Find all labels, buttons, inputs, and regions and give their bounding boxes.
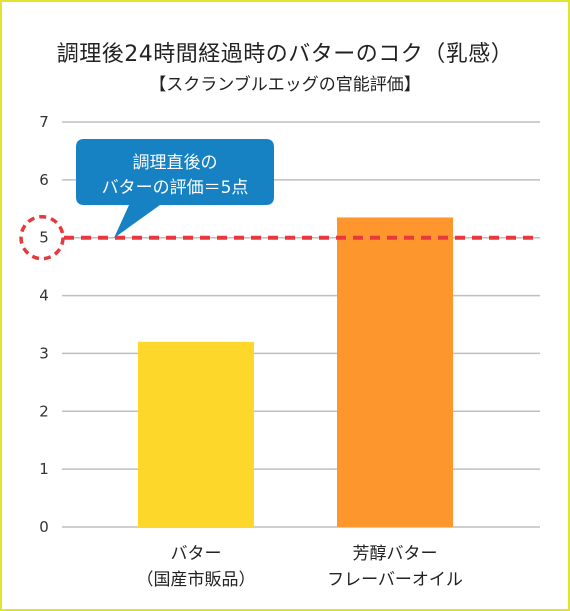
x-category-label: （国産市販品）: [137, 570, 256, 590]
bar: [337, 217, 453, 527]
chart-title: 調理後24時間経過時のバターのコク（乳感）: [56, 42, 514, 67]
callout: 調理直後の バターの評価＝5点: [76, 139, 274, 238]
bar: [138, 341, 254, 527]
y-tick-label: 0: [39, 518, 49, 536]
callout-bubble: [76, 139, 274, 238]
y-tick-label: 4: [39, 287, 49, 305]
y-tick-label: 5: [39, 229, 49, 247]
callout-line-1: 調理直後の: [133, 153, 218, 173]
chart-subtitle: 【スクランブルエッグの官能評価】: [149, 75, 421, 95]
reference-circle: [19, 214, 65, 261]
y-tick-label: 7: [39, 113, 49, 131]
x-category-label: 芳醇バター: [353, 544, 438, 564]
x-category-label: バター: [171, 544, 222, 564]
y-tick-label: 2: [39, 402, 49, 420]
y-tick-label: 6: [39, 171, 49, 189]
callout-line-2: バターの評価＝5点: [102, 178, 249, 198]
x-category-label: フレーバーオイル: [327, 570, 463, 590]
y-tick-label: 3: [39, 344, 49, 362]
y-tick-label: 1: [39, 460, 49, 478]
